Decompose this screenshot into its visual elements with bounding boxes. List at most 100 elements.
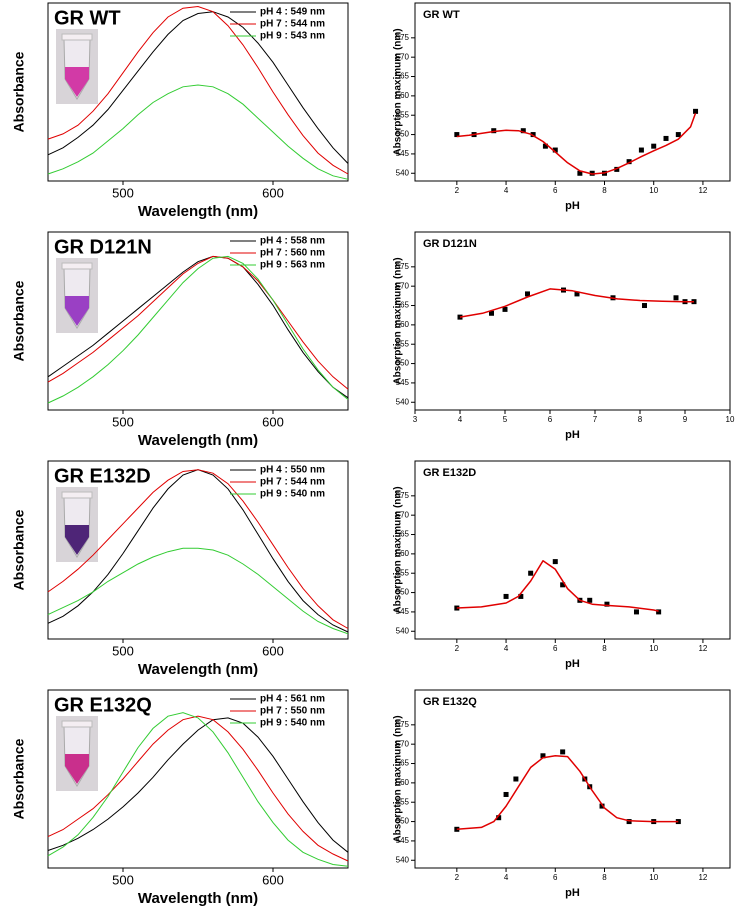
data-point bbox=[518, 593, 524, 599]
plot-frame bbox=[47, 689, 349, 869]
legend-label: pH 7 : 544 nm bbox=[260, 19, 325, 30]
data-point bbox=[663, 135, 669, 141]
spectrum-line bbox=[47, 255, 349, 390]
y-tick-label: 575 bbox=[396, 262, 410, 271]
y-axis-label: Absorption maximum (nm) bbox=[393, 28, 404, 155]
x-tick-label: 4 bbox=[504, 644, 509, 653]
x-tick-label: 10 bbox=[726, 415, 735, 424]
panel-title: GR E132Q bbox=[423, 696, 477, 708]
legend-label: pH 4 : 550 nm bbox=[260, 465, 325, 476]
y-tick-label: 550 bbox=[396, 130, 410, 139]
data-point bbox=[587, 597, 593, 603]
data-point bbox=[552, 147, 558, 153]
panel-title: GR E132D bbox=[54, 465, 151, 487]
legend-label: pH 9 : 540 nm bbox=[260, 489, 325, 500]
data-point bbox=[530, 132, 536, 138]
data-point bbox=[528, 570, 534, 576]
legend-label: pH 9 : 540 nm bbox=[260, 718, 325, 729]
x-tick-label: 500 bbox=[112, 185, 134, 200]
x-tick-label: 2 bbox=[455, 873, 460, 882]
data-point bbox=[577, 170, 583, 176]
y-tick-label: 540 bbox=[396, 855, 410, 864]
y-tick-label: 555 bbox=[396, 797, 410, 806]
y-tick-label: 570 bbox=[396, 510, 410, 519]
data-point bbox=[503, 593, 509, 599]
data-point bbox=[457, 314, 463, 320]
data-point bbox=[540, 753, 546, 759]
spectrum-line bbox=[47, 715, 349, 862]
x-tick-label: 500 bbox=[112, 872, 134, 887]
x-tick-label: 600 bbox=[262, 872, 284, 887]
y-tick-label: 575 bbox=[396, 720, 410, 729]
tube-cap bbox=[61, 491, 93, 499]
y-tick-label: 565 bbox=[396, 759, 410, 768]
y-tick-label: 570 bbox=[396, 739, 410, 748]
y-tick-label: 545 bbox=[396, 836, 410, 845]
x-tick-label: 2 bbox=[455, 186, 460, 195]
data-point bbox=[599, 803, 605, 809]
y-tick-label: 555 bbox=[396, 110, 410, 119]
x-tick-label: 6 bbox=[548, 415, 553, 424]
data-point bbox=[574, 291, 580, 297]
x-axis-label: pH bbox=[565, 658, 580, 670]
legend-label: pH 4 : 549 nm bbox=[260, 7, 325, 18]
x-axis-label: pH bbox=[565, 887, 580, 899]
spectrum-line bbox=[47, 717, 349, 853]
panel-title: GR E132Q bbox=[54, 694, 152, 716]
legend-label: pH 4 : 558 nm bbox=[260, 236, 325, 247]
y-tick-label: 565 bbox=[396, 530, 410, 539]
x-tick-label: 6 bbox=[553, 186, 558, 195]
plot-frame bbox=[414, 689, 731, 869]
y-axis-label: Absorbance bbox=[11, 509, 27, 590]
y-tick-label: 555 bbox=[396, 339, 410, 348]
x-tick-label: 8 bbox=[602, 873, 607, 882]
plot-frame bbox=[414, 231, 731, 411]
data-point bbox=[656, 609, 662, 615]
x-tick-label: 500 bbox=[112, 414, 134, 429]
fit-line bbox=[456, 113, 697, 175]
x-tick-label: 6 bbox=[553, 873, 558, 882]
x-tick-label: 10 bbox=[649, 873, 658, 882]
y-tick-label: 540 bbox=[396, 626, 410, 635]
y-tick-label: 560 bbox=[396, 778, 410, 787]
x-tick-label: 600 bbox=[262, 185, 284, 200]
data-point bbox=[673, 295, 679, 301]
spectrum-line bbox=[47, 469, 349, 629]
data-point bbox=[693, 108, 699, 114]
x-tick-label: 8 bbox=[602, 644, 607, 653]
x-tick-label: 9 bbox=[683, 415, 688, 424]
y-axis-label: Absorbance bbox=[11, 738, 27, 819]
data-point bbox=[489, 310, 494, 316]
x-tick-label: 4 bbox=[458, 415, 463, 424]
y-tick-label: 545 bbox=[396, 149, 410, 158]
y-tick-label: 545 bbox=[396, 378, 410, 387]
y-tick-label: 565 bbox=[396, 301, 410, 310]
x-axis-label: Wavelength (nm) bbox=[138, 432, 258, 449]
x-tick-label: 10 bbox=[649, 186, 658, 195]
x-axis-label: Wavelength (nm) bbox=[138, 203, 258, 220]
y-tick-label: 560 bbox=[396, 549, 410, 558]
x-tick-label: 3 bbox=[413, 415, 418, 424]
legend-label: pH 7 : 544 nm bbox=[260, 477, 325, 488]
data-point bbox=[491, 128, 497, 134]
data-point bbox=[604, 601, 610, 607]
x-tick-label: 2 bbox=[455, 644, 460, 653]
data-point bbox=[513, 776, 519, 782]
x-tick-label: 4 bbox=[504, 873, 509, 882]
x-tick-label: 6 bbox=[553, 644, 558, 653]
data-point bbox=[520, 128, 526, 134]
legend-label: pH 4 : 561 nm bbox=[260, 694, 325, 705]
x-tick-label: 8 bbox=[638, 415, 643, 424]
data-point bbox=[502, 306, 508, 312]
y-tick-label: 575 bbox=[396, 491, 410, 500]
fit-line bbox=[456, 560, 659, 612]
legend-label: pH 9 : 543 nm bbox=[260, 31, 325, 42]
data-point bbox=[560, 582, 566, 588]
plot-frame bbox=[414, 460, 731, 640]
x-axis-label: Wavelength (nm) bbox=[138, 661, 258, 678]
panel-title: GR D121N bbox=[54, 236, 152, 258]
y-axis-label: Absorption maximum (nm) bbox=[393, 715, 404, 842]
spectrum-line bbox=[47, 712, 349, 867]
spectrum-line bbox=[47, 11, 349, 164]
panel-title: GR E132D bbox=[423, 467, 476, 479]
